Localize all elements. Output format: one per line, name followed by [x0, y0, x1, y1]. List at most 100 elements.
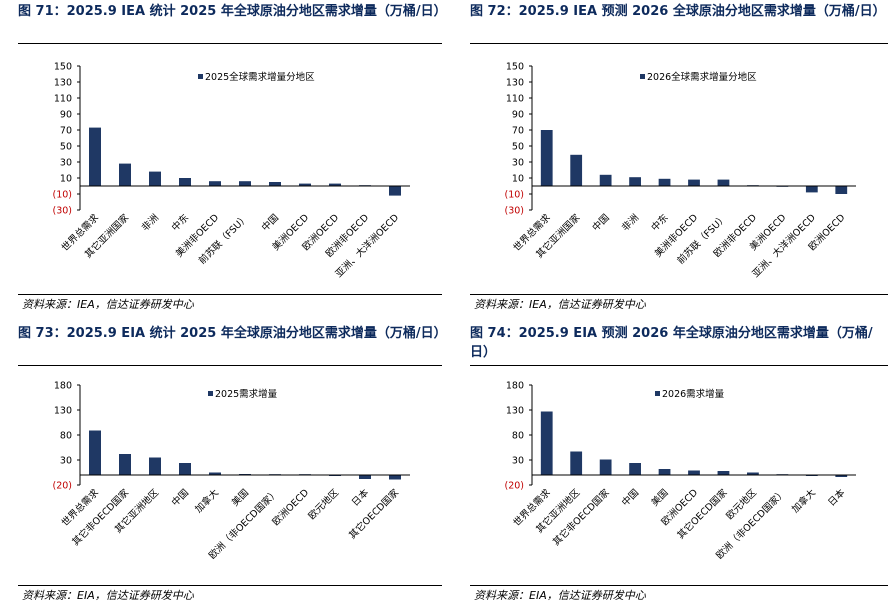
y-tick-label: 70: [60, 126, 72, 137]
bar: [119, 454, 131, 475]
bar: [570, 451, 583, 475]
y-tick-label: 110: [54, 94, 72, 105]
bar: [747, 472, 759, 475]
legend-label: 2025全球需求增量分地区: [205, 71, 315, 83]
x-tick-label: 加拿大: [192, 486, 221, 515]
x-tick-label: 美国: [229, 487, 251, 509]
bar: [89, 430, 101, 475]
bar: [269, 182, 281, 186]
chart-74-source: 资料来源：EIA，信达证券研发中心: [474, 589, 646, 602]
bar: [717, 179, 730, 186]
chart-72-title-rule: [470, 43, 888, 44]
y-tick-label: 180: [54, 381, 72, 392]
x-tick-label: 日本: [349, 486, 371, 508]
bar: [688, 179, 700, 186]
y-tick-label: 50: [512, 142, 524, 153]
bar: [119, 163, 131, 186]
y-tick-label: 50: [60, 142, 72, 153]
x-tick-label: 中东: [169, 212, 191, 234]
y-tick-label: 90: [512, 110, 524, 121]
y-tick-label: (30): [504, 206, 524, 217]
y-tick-label: 30: [512, 456, 524, 467]
y-tick-label: 80: [512, 431, 524, 442]
bar: [688, 470, 700, 475]
x-tick-label: 欧元地区: [306, 486, 342, 522]
x-tick-label: 中国: [590, 212, 612, 234]
chart-73-source: 资料来源：EIA，信达证券研发中心: [22, 589, 194, 602]
legend-label: 2026全球需求增量分地区: [647, 71, 757, 83]
y-tick-label: (20): [504, 481, 524, 492]
x-tick-label: 中国: [619, 487, 641, 509]
y-tick-label: (10): [52, 190, 72, 201]
bar: [209, 472, 221, 475]
bar: [389, 186, 401, 196]
x-tick-label: 前苏联（FSU）: [675, 212, 730, 267]
bar: [359, 475, 371, 479]
x-tick-label: 前苏联（FSU）: [196, 212, 251, 267]
chart-71-title: 图 71：2025.9 IEA 统计 2025 年全球原油分地区需求增量（万桶/…: [18, 4, 447, 19]
chart-74-source-rule: [470, 585, 888, 586]
y-tick-label: 130: [54, 406, 72, 417]
bar: [570, 154, 583, 186]
legend-label: 2026需求增量: [662, 388, 725, 400]
y-tick-label: (20): [52, 481, 72, 492]
bar: [540, 130, 553, 186]
x-tick-label: 日本: [825, 486, 847, 508]
x-tick-label: 中国: [169, 487, 191, 509]
bar: [805, 186, 818, 193]
bar: [239, 181, 251, 186]
bar: [389, 475, 401, 480]
legend-swatch: [655, 391, 660, 396]
y-tick-label: 10: [60, 174, 72, 185]
y-tick-label: 80: [60, 431, 72, 442]
chart-72-title: 图 72：2025.9 IEA 预测 2026 全球原油分地区需求增量（万桶/日…: [470, 4, 886, 19]
legend-swatch: [640, 74, 645, 79]
y-tick-label: 130: [54, 78, 72, 89]
y-tick-label: 30: [60, 456, 72, 467]
chart-72-source-rule: [470, 294, 888, 295]
x-tick-label: 中东: [649, 212, 671, 234]
legend-swatch: [208, 391, 213, 396]
y-tick-label: 90: [60, 110, 72, 121]
x-tick-label: 加拿大: [789, 486, 818, 515]
bar: [658, 178, 671, 186]
x-tick-label: 美国: [649, 487, 671, 509]
chart-71-source: 资料来源：IEA，信达证券研发中心: [22, 298, 194, 311]
bar: [209, 181, 221, 186]
y-tick-label: 30: [512, 158, 524, 169]
chart-73-plot: 1801308030(20)世界总需求其它非OECD国家其它亚洲地区 中国 加拿大美…: [52, 381, 410, 562]
bar: [599, 459, 612, 475]
x-tick-label: 其它OECD国家: [675, 486, 730, 541]
y-tick-label: 150: [54, 62, 72, 73]
chart-71-source-rule: [18, 294, 442, 295]
chart-73-title: 图 73：2025.9 EIA 统计 2025 年全球原油分地区需求增量（万桶/…: [18, 326, 447, 341]
chart-73-title-rule: [18, 365, 442, 366]
y-tick-label: (30): [52, 206, 72, 217]
chart-74-title: 图 74：2025.9 EIA 预测 2026 年全球原油分地区需求增量（万桶/…: [470, 326, 873, 360]
y-tick-label: 130: [506, 78, 524, 89]
y-tick-label: 30: [60, 158, 72, 169]
y-tick-label: 150: [506, 62, 524, 73]
bar: [629, 463, 641, 475]
bar: [299, 183, 311, 186]
bar: [179, 178, 191, 186]
y-tick-label: (10): [504, 190, 524, 201]
legend-swatch: [198, 74, 203, 79]
y-tick-label: 10: [512, 174, 524, 185]
bar: [835, 186, 848, 194]
legend-label: 2025需求增量: [215, 388, 278, 400]
x-tick-label: 其它OECD国家: [346, 486, 401, 541]
bar: [629, 177, 641, 186]
bar: [658, 469, 671, 475]
chart-72-source: 资料来源：IEA，信达证券研发中心: [474, 298, 646, 311]
bar: [149, 457, 161, 475]
y-tick-label: 110: [506, 94, 524, 105]
y-tick-label: 70: [512, 126, 524, 137]
bar: [329, 183, 341, 186]
chart-73-source-rule: [18, 585, 442, 586]
bar: [149, 171, 161, 186]
y-tick-label: 180: [506, 381, 524, 392]
y-tick-label: 130: [506, 406, 524, 417]
